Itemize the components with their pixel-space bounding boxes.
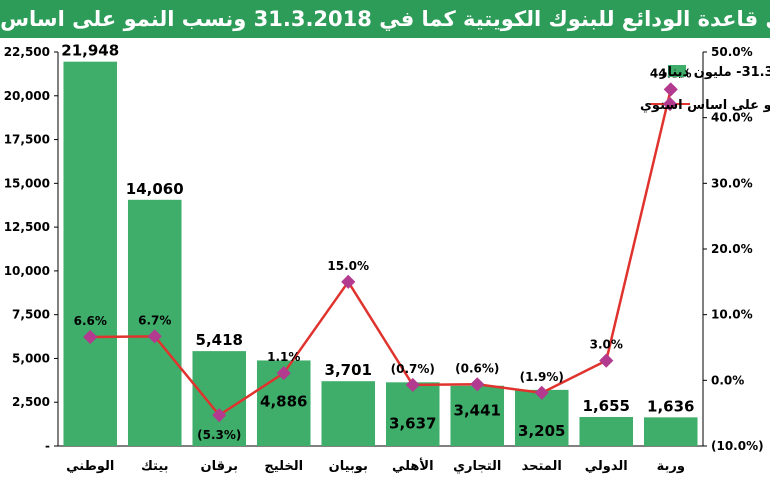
left-tick-label: 17,500: [4, 133, 50, 147]
bar-value-labels: 21,948 14,060 5,418 4,886 3,701 3,637 3,441 3,2…: [61, 42, 694, 440]
growth-value-label: 3.0%: [590, 338, 623, 352]
category-labels: الوطني بيتك برقان الخليج بوبيان الأهلي التجاري…: [66, 457, 685, 474]
growth-line-layer: [90, 89, 672, 417]
growth-value-label: (5.3%): [197, 428, 241, 442]
growth-marker: [212, 408, 227, 423]
growth-value-label: 6.7%: [138, 313, 171, 327]
bar-value-label: 4,886: [260, 392, 307, 410]
title-banner: [0, 0, 770, 38]
bar-value-label: 5,418: [196, 331, 243, 349]
legend: قاعدة ودائع البنوك الكويتية 31.3.2018- م…: [640, 65, 770, 113]
bar: [321, 381, 376, 446]
growth-value-label: (0.6%): [455, 361, 499, 375]
right-tick-label: 20.0%: [711, 242, 753, 256]
left-tick-label: 10,000: [4, 264, 50, 278]
growth-marker: [405, 377, 420, 393]
bar-value-label: 14,060: [126, 180, 184, 198]
growth-marker: [534, 385, 549, 400]
growth-value-label: 1.1%: [267, 350, 300, 364]
bar-value-label: 3,441: [454, 402, 501, 420]
growth-value-label: 6.6%: [74, 314, 107, 328]
right-tick-label: 30.0%: [711, 176, 753, 190]
bar-value-label: 3,637: [389, 414, 436, 432]
category-label: برقان: [201, 459, 238, 474]
category-label: الدولي: [585, 459, 628, 474]
category-label: التجاري: [453, 459, 501, 474]
legend-bar-label: قاعدة ودائع البنوك الكويتية 31.3.2018- م…: [659, 65, 770, 80]
bar-value-label: 3,205: [518, 422, 565, 440]
growth-value-label: (0.7%): [391, 362, 435, 376]
bar-value-label: 21,948: [61, 42, 119, 60]
category-label: وربة: [657, 459, 685, 474]
left-axis-ticks: - 2,500 5,000 7,500 10,000 12,500 15,000 17,500…: [4, 45, 58, 453]
left-tick-label: 12,500: [4, 220, 50, 234]
chart-title: اجمالي قاعدة الودائع للبنوك الكويتية كما…: [0, 7, 770, 32]
right-tick-label: (10.0%): [711, 439, 764, 453]
bar: [385, 382, 440, 446]
right-axis-ticks: (10.0%) 0.0% 10.0% 20.0% 30.0% 40.0% 50.0%: [703, 45, 764, 453]
right-tick-label: 10.0%: [711, 308, 753, 322]
right-tick-label: 40.0%: [711, 111, 753, 125]
bar: [63, 61, 118, 446]
growth-value-label: (1.9%): [520, 370, 564, 384]
bar: [579, 417, 634, 446]
category-label: المتحد: [522, 459, 562, 474]
growth-value-label: 15.0%: [327, 259, 369, 273]
right-tick-label: 0.0%: [711, 373, 744, 387]
growth-marker: [663, 82, 678, 97]
category-label: الأهلي: [392, 457, 434, 474]
growth-marker: [470, 377, 485, 392]
bars-layer: [63, 61, 698, 446]
left-tick-label: 22,500: [4, 45, 50, 59]
growth-marker: [83, 329, 98, 345]
growth-marker: [276, 366, 291, 381]
growth-markers: [83, 82, 678, 423]
left-tick-label: -: [45, 439, 50, 453]
growth-line: [90, 89, 672, 417]
category-label: بيتك: [141, 459, 169, 474]
growth-marker: [147, 329, 162, 344]
left-tick-label: 20,000: [4, 89, 50, 103]
category-label: بوبيان: [329, 459, 368, 474]
bar-value-label: 3,701: [325, 361, 372, 379]
legend-marker-swatch: [662, 96, 678, 112]
left-tick-label: 7,500: [12, 308, 50, 322]
bar-value-label: 1,655: [583, 397, 630, 415]
bar: [450, 385, 505, 446]
growth-marker: [341, 274, 356, 289]
left-tick-label: 15,000: [4, 176, 50, 190]
bar: [192, 351, 247, 446]
bar: [127, 199, 182, 446]
legend-bar-swatch: [668, 65, 686, 77]
category-label: الوطني: [66, 459, 114, 474]
right-tick-label: 50.0%: [711, 45, 753, 59]
left-tick-label: 5,000: [12, 351, 50, 365]
legend-line-label: نسبة النمو على اساس اسنوي: [640, 98, 770, 113]
bar-value-label: 1,636: [647, 397, 694, 415]
left-tick-label: 2,500: [12, 395, 50, 409]
category-label: الخليج: [264, 459, 303, 474]
growth-marker: [599, 353, 614, 368]
bar: [643, 417, 698, 446]
